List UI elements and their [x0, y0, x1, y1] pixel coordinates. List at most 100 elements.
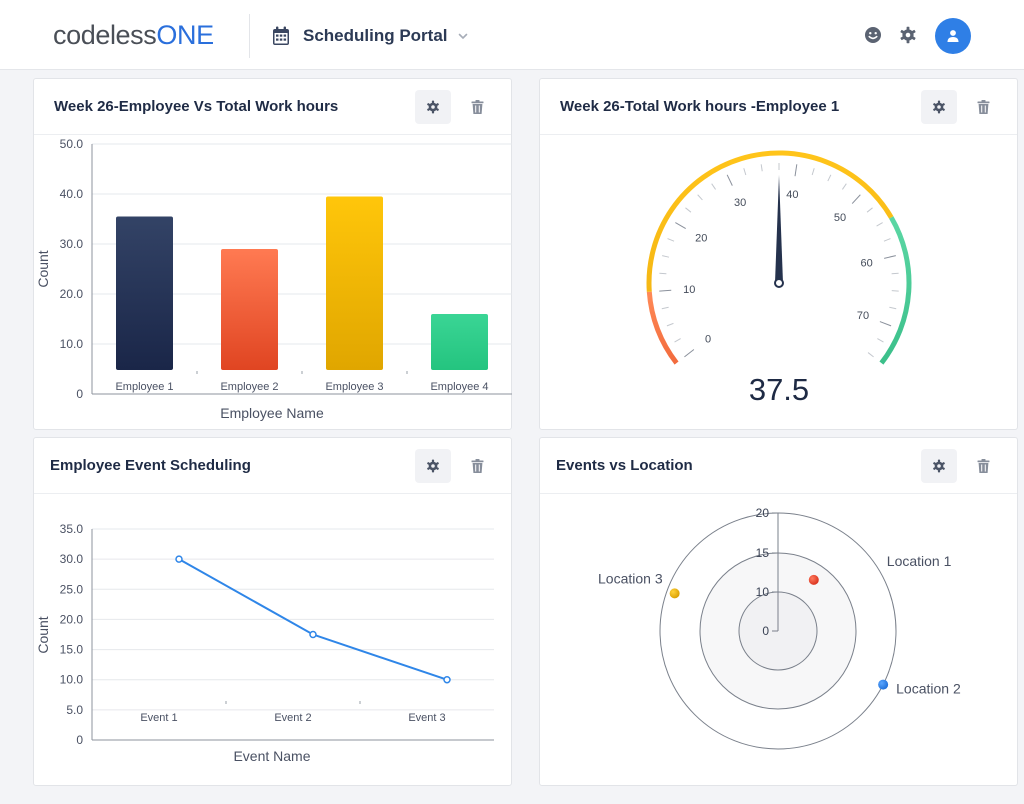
gear-icon [427, 459, 439, 473]
point-location-1 [808, 574, 819, 585]
gauge-needle-hub [774, 278, 784, 288]
logo[interactable]: codelessONE [53, 18, 214, 52]
bar-3 [326, 196, 383, 370]
y-tick-label: 20.0 [60, 612, 84, 626]
point-location-3 [669, 588, 680, 599]
widget-settings-button[interactable] [415, 449, 451, 483]
widget-delete-button[interactable] [966, 449, 1000, 483]
x-tick-label: Employee 4 [430, 381, 488, 393]
y-tick-label: 10.0 [60, 673, 84, 687]
gauge-tick [891, 272, 899, 275]
widget-settings-button[interactable] [921, 90, 957, 124]
chevron-down-icon [458, 33, 467, 40]
y-tick-label: 10.0 [60, 337, 84, 351]
card-header: Employee Event Scheduling [34, 438, 511, 494]
widget-delete-button[interactable] [460, 449, 494, 483]
widget-settings-button[interactable] [921, 449, 957, 483]
y-tick-label: 50.0 [60, 137, 84, 151]
gauge-tick [827, 174, 832, 182]
x-tick-label: Event 2 [274, 712, 311, 724]
x-tick-label: Event 3 [408, 712, 445, 724]
gauge-tick-label: 10 [683, 284, 695, 296]
gauge-tick [697, 194, 703, 201]
gauge-tick [726, 174, 733, 186]
x-tick-label: Employee 3 [325, 381, 383, 393]
gauge-tick-label: 40 [786, 189, 798, 201]
card-title: Week 26-Total Work hours -Employee 1 [560, 98, 840, 115]
gauge-tick [662, 255, 670, 258]
y-axis-label: Count [35, 616, 51, 653]
gauge-tick [876, 222, 883, 227]
bar-4 [431, 314, 488, 370]
data-point-2 [309, 630, 317, 639]
gauge-tick [674, 338, 681, 343]
x-axis-label: Event Name [233, 748, 310, 764]
gauge-tick-label: 70 [857, 310, 869, 322]
smiley-icon[interactable] [864, 26, 882, 44]
y-tick-label: 0 [76, 733, 83, 747]
bar-chart: 0 10.0 20.0 30.0 40.0 50.0 Employee 1 Employee … [35, 137, 512, 421]
card-title: Events vs Location [556, 457, 693, 474]
polar-chart: 0 10 15 20 Location 1 Location 2 Location 3 [598, 506, 961, 750]
widget-delete-button[interactable] [460, 90, 494, 124]
portal-title: Scheduling Portal [303, 26, 448, 45]
gauge-tick [667, 238, 675, 242]
gauge-tick [866, 207, 873, 213]
y-tick-label: 0 [76, 387, 83, 401]
radial-tick-label: 20 [756, 506, 770, 520]
gear-icon [933, 100, 945, 114]
gauge-tick [711, 183, 717, 190]
gauge-tick [877, 338, 884, 343]
data-point-1 [175, 555, 183, 563]
widget-delete-button[interactable] [966, 90, 1000, 124]
gauge-tick [794, 164, 798, 177]
gauge-tick [883, 238, 891, 242]
line-chart: 0 5.0 10.0 15.0 20.0 25.0 30.0 35.0 Event 1 Event… [35, 522, 494, 764]
x-tick-label: Employee 1 [115, 381, 173, 393]
gauge-tick [889, 306, 897, 310]
gauge-tick-label: 30 [734, 197, 746, 209]
radial-tick-label: 0 [762, 624, 769, 638]
trash-icon [471, 100, 483, 114]
gear-icon [933, 459, 945, 473]
x-axis-label: Employee Name [220, 405, 324, 421]
y-tick-label: 30.0 [60, 552, 84, 566]
x-tick-label: Employee 2 [220, 381, 278, 393]
trash-icon [977, 100, 989, 114]
card-header: Events vs Location [540, 438, 1017, 494]
gauge-tick [675, 222, 686, 229]
bar-2 [221, 249, 278, 370]
trash-icon [977, 459, 989, 473]
card-polar-chart: Events vs Location 0 10 15 20 Location 1 Loca… [539, 437, 1018, 786]
logo-text-codeless: codeless [53, 20, 157, 50]
gauge-tick [684, 349, 695, 358]
gauge-tick-label: 0 [705, 333, 711, 345]
widget-settings-button[interactable] [415, 90, 451, 124]
gauge-tick [661, 306, 669, 310]
gauge-tick [811, 168, 815, 176]
gauge-tick [841, 183, 847, 190]
y-tick-label: 25.0 [60, 582, 84, 596]
trash-icon [471, 459, 483, 473]
gauge-needle [775, 175, 783, 283]
calendar-icon [273, 26, 289, 45]
gauge-tick [743, 168, 747, 176]
card-title: Employee Event Scheduling [50, 457, 251, 474]
gauge-tick [879, 321, 892, 327]
gauge-chart: 0 10 20 30 40 50 60 70 37.5 [646, 150, 912, 407]
radial-tick-label: 10 [756, 585, 770, 599]
card-bar-chart: Week 26-Employee Vs Total Work hours 0 10… [33, 78, 512, 430]
user-avatar[interactable] [935, 18, 971, 54]
card-gauge: Week 26-Total Work hours -Employee 1 0 10… [539, 78, 1018, 430]
gauge-band-3 [879, 216, 912, 365]
portal-selector[interactable]: Scheduling Portal [272, 22, 468, 50]
card-line-chart: Employee Event Scheduling 0 5.0 10.0 15.0 20… [33, 437, 512, 786]
card-title: Week 26-Employee Vs Total Work hours [54, 98, 339, 115]
settings-gear-icon[interactable] [899, 26, 917, 44]
top-bar: codelessONE Scheduling Portal [0, 0, 1024, 70]
gauge-tick-label: 50 [834, 212, 846, 224]
gauge-tick [659, 289, 672, 292]
gauge-tick [867, 352, 874, 358]
y-axis-label: Count [35, 250, 51, 287]
user-icon [947, 30, 959, 42]
